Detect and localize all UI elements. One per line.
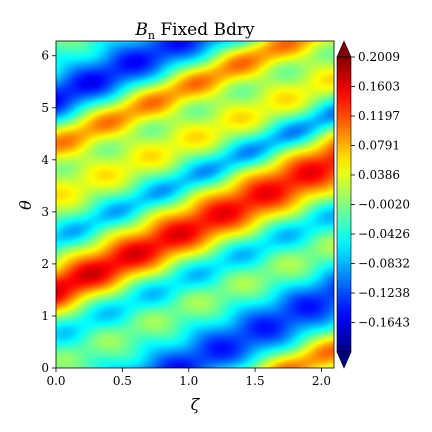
colorbar-tick-label: 0.1197	[358, 109, 400, 123]
x-tick-label: 2.0	[312, 374, 331, 388]
chart-title: Bn Fixed Bdry	[134, 20, 255, 42]
colorbar: 0.2009 0.1603 0.1197 0.0791 0.0386 −0.0020 −0.…	[337, 41, 410, 368]
colorbar-tick-label: 0.0386	[358, 168, 400, 182]
y-tick-label: 3	[41, 205, 49, 219]
colorbar-tick-label: −0.1238	[358, 286, 410, 300]
colorbar-tick-label: −0.0426	[358, 227, 410, 241]
x-tick-label: 0.5	[113, 374, 132, 388]
y-tick-label: 5	[41, 101, 49, 115]
colorbar-tick-label: −0.0832	[358, 257, 410, 271]
colorbar-tick-label: −0.1643	[358, 315, 410, 329]
y-tick-label: 4	[41, 153, 49, 167]
y-tick-label: 0	[41, 361, 49, 375]
x-axis: 0.0 0.5 1.0 1.5 2.0	[46, 368, 331, 388]
heatmap-image	[56, 41, 334, 368]
colorbar-tick-label: 0.1603	[358, 80, 400, 94]
x-tick-label: 1.0	[179, 374, 198, 388]
x-axis-label: ζ	[191, 395, 201, 414]
colorbar-extend-bottom	[337, 352, 351, 368]
x-tick-label: 1.5	[246, 374, 265, 388]
colorbar-tick-label: 0.0791	[358, 139, 400, 153]
heatmap-plot-area	[56, 41, 334, 368]
y-tick-label: 2	[41, 257, 49, 271]
y-tick-label: 6	[41, 49, 49, 63]
colorbar-tick-label: −0.0020	[358, 198, 410, 212]
colorbar-gradient	[337, 57, 351, 352]
y-axis: 0 1 2 3 4 5 6	[41, 49, 56, 375]
y-tick-label: 1	[41, 309, 49, 323]
x-tick-label: 0.0	[46, 374, 65, 388]
colorbar-ticks: 0.2009 0.1603 0.1197 0.0791 0.0386 −0.0020 −0.…	[351, 50, 410, 329]
colorbar-tick-label: 0.2009	[358, 50, 400, 64]
y-axis-label: θ	[16, 200, 35, 210]
colorbar-extend-top	[337, 41, 351, 57]
